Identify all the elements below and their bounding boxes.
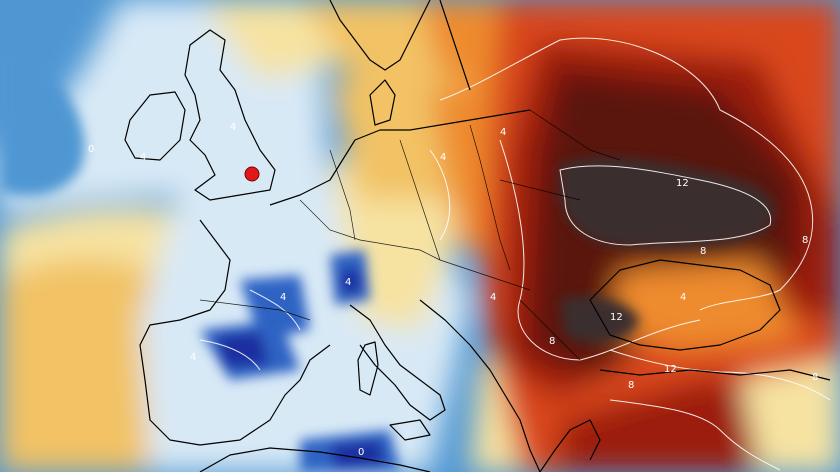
border-line	[499, 179, 581, 201]
isotherm-line	[199, 339, 261, 371]
sicily-coast	[389, 419, 431, 441]
country-borders	[199, 109, 621, 361]
contour-label: 4	[500, 127, 506, 138]
isotherm-line	[609, 349, 831, 401]
isotherm-line	[559, 165, 772, 246]
contour-labels: 0 4 4 4 4 4 4 4 12 8 8 4 12 8 4 8 12 8 0	[88, 122, 818, 458]
contour-label: 8	[628, 380, 634, 391]
border-line	[329, 149, 356, 241]
border-line	[529, 109, 621, 161]
france-iberia-coast	[139, 219, 331, 446]
border-line	[469, 124, 511, 271]
isotherm-line	[439, 37, 814, 311]
contour-label: 8	[812, 372, 818, 383]
italy-coast	[349, 304, 446, 421]
great-britain-coast	[184, 29, 276, 201]
contour-label: 12	[676, 178, 689, 189]
contour-label: 4	[140, 152, 146, 163]
sweden-coast	[439, 0, 471, 91]
contour-label: 0	[88, 144, 94, 155]
contour-label: 0	[358, 447, 364, 458]
north-africa-coast	[199, 447, 431, 472]
border-line	[519, 299, 581, 361]
scandinavia-coast	[329, 0, 431, 71]
contour-label: 4	[280, 292, 286, 303]
contour-label: 4	[490, 292, 496, 303]
border-line	[399, 139, 441, 261]
isotherm-line	[499, 139, 701, 361]
ireland-coast	[124, 91, 186, 161]
contour-label: 4	[680, 292, 686, 303]
isotherm-line	[249, 289, 301, 331]
contour-label: 8	[549, 336, 555, 347]
isotherm-line	[609, 399, 781, 471]
contour-label: 4	[230, 122, 236, 133]
turkey-coast	[599, 369, 831, 381]
contour-label: 4	[440, 152, 446, 163]
border-line	[299, 199, 441, 261]
isotherm-line	[429, 149, 451, 241]
north-europe-coast	[269, 109, 531, 206]
contour-label: 12	[610, 312, 623, 323]
contour-label: 4	[190, 352, 196, 363]
location-dot-icon	[244, 166, 260, 182]
coastlines	[124, 0, 831, 472]
contour-label: 4	[345, 277, 351, 288]
contour-label: 8	[700, 246, 706, 257]
contour-label: 12	[664, 364, 677, 375]
greece-coast	[539, 419, 601, 472]
sardinia-coast	[357, 341, 379, 396]
border-line	[199, 299, 311, 321]
balkan-coast	[419, 299, 541, 472]
black-sea-coast	[589, 259, 781, 351]
isotherm-lines	[199, 37, 831, 471]
contour-label: 8	[802, 235, 808, 246]
border-line	[439, 259, 531, 291]
denmark-coast	[369, 79, 396, 126]
